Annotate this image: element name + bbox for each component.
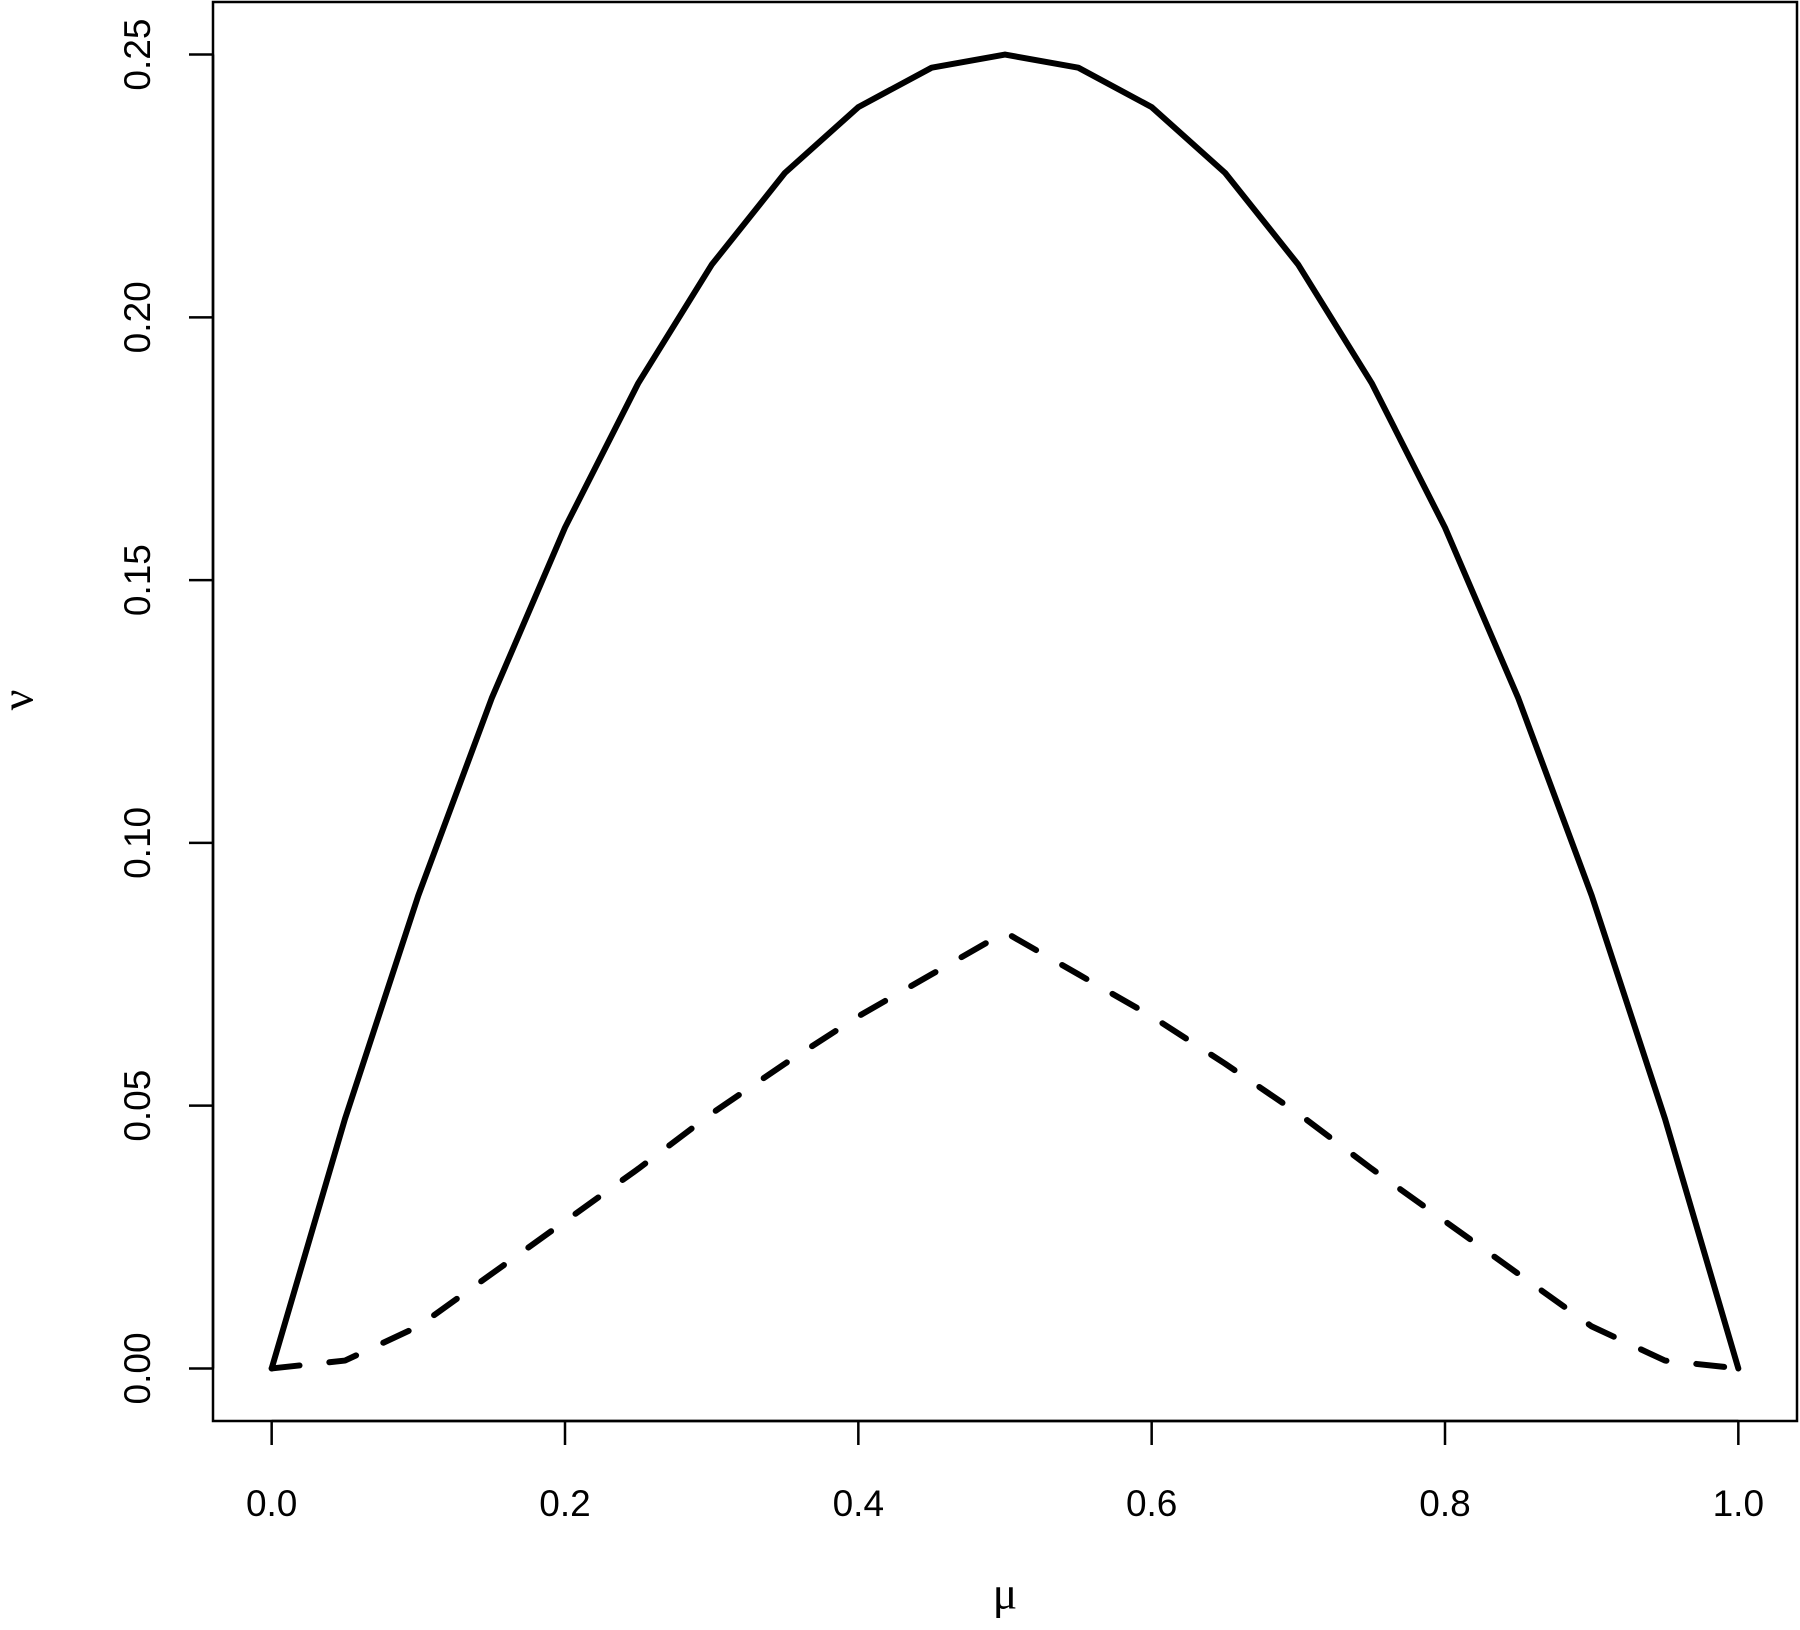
y-tick-label: 0.05 <box>117 1070 158 1142</box>
y-tick-label: 0.20 <box>117 281 158 353</box>
x-tick-label: 0.4 <box>833 1483 884 1524</box>
x-tick-label: 0.2 <box>539 1483 590 1524</box>
plot-frame <box>211 0 1799 1423</box>
x-axis-title: μ <box>993 1568 1018 1619</box>
x-tick-label: 1.0 <box>1713 1483 1764 1524</box>
series-line <box>268 929 1742 1372</box>
x-tick-label: 0.6 <box>1126 1483 1177 1524</box>
y-tick-label: 0.25 <box>117 19 158 91</box>
y-tick-label: 0.15 <box>117 544 158 616</box>
x-tick-label: 0.8 <box>1419 1483 1470 1524</box>
y-tick-label: 0.10 <box>117 807 158 879</box>
series-line <box>268 51 1742 1372</box>
x-tick-label: 0.0 <box>246 1483 297 1524</box>
y-axis-title: ν <box>0 690 43 711</box>
y-tick-label: 0.00 <box>117 1332 158 1404</box>
